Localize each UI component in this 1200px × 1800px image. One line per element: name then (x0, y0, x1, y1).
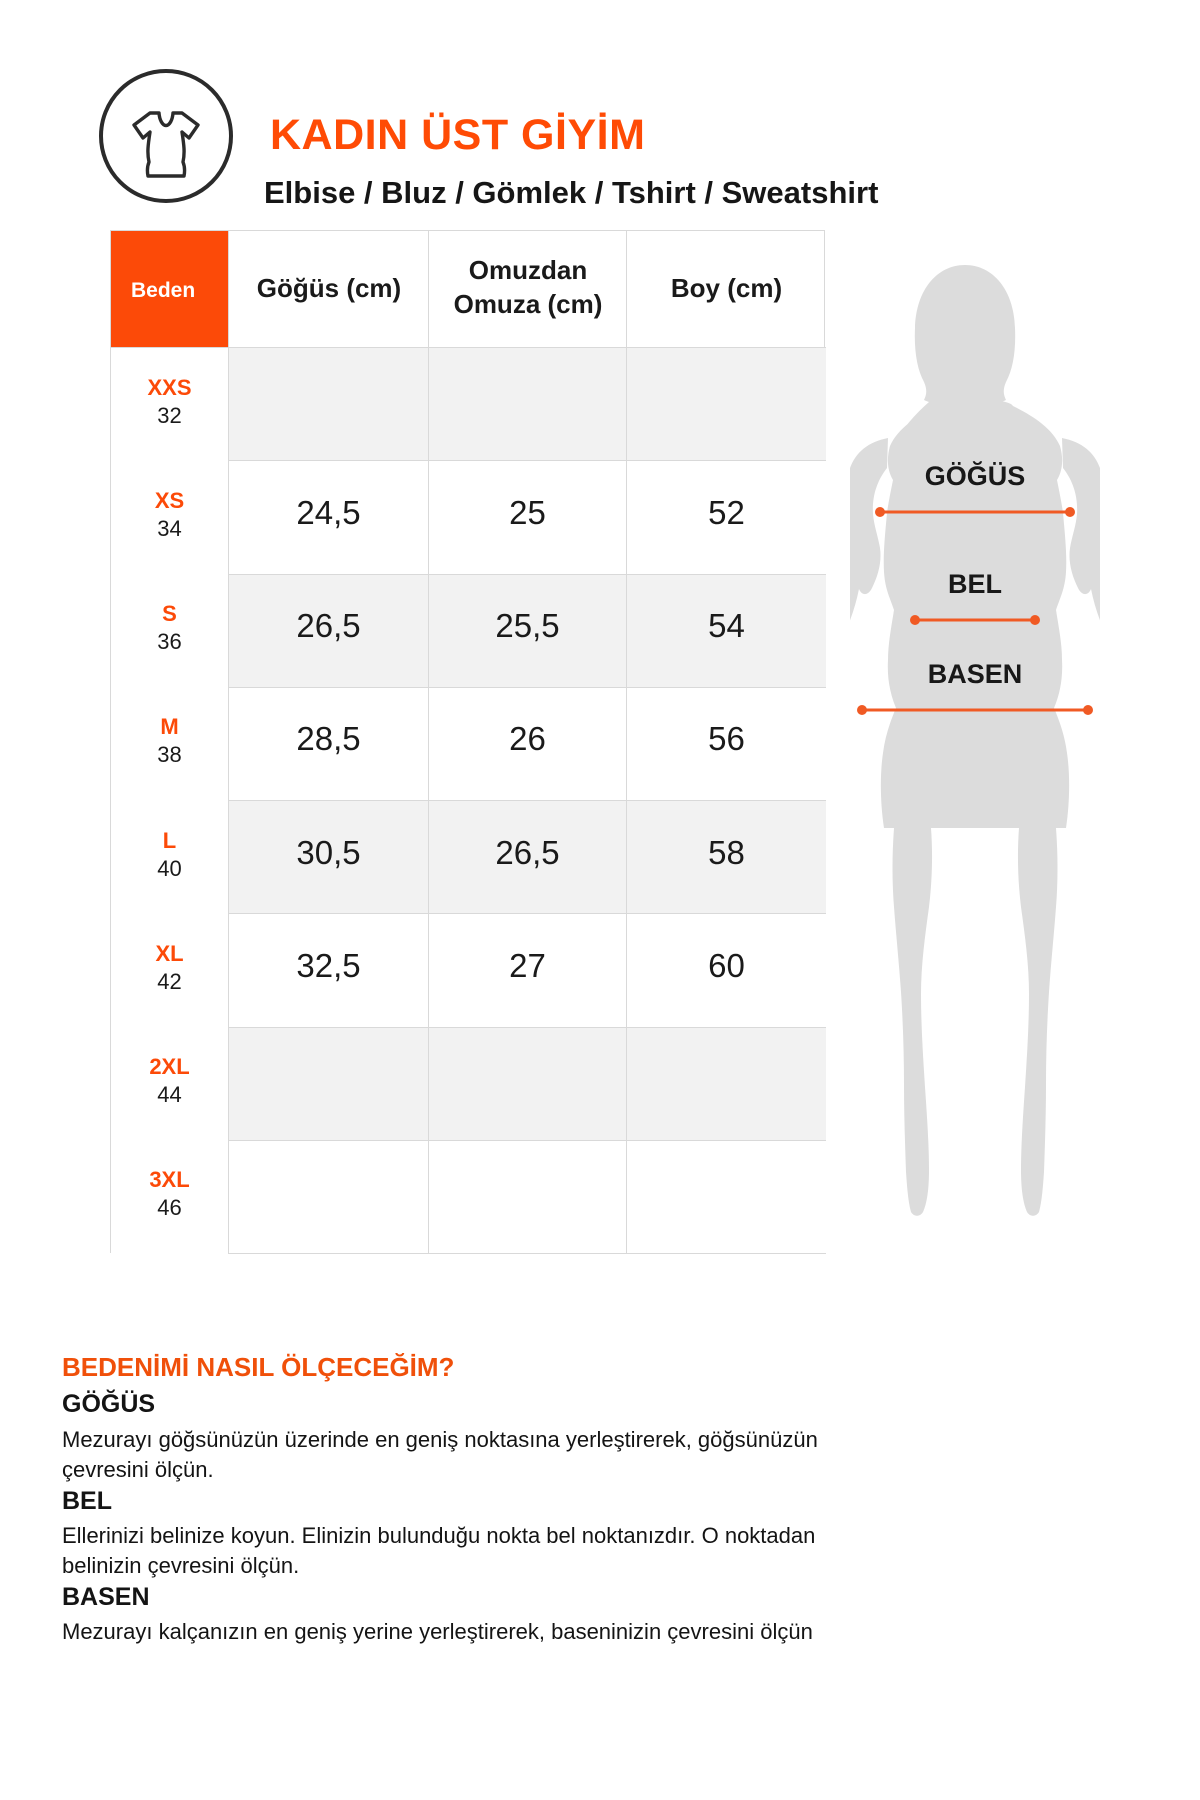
svg-text:GÖĞÜS: GÖĞÜS (925, 460, 1026, 491)
svg-text:BASEN: BASEN (928, 659, 1023, 689)
svg-text:BEL: BEL (948, 569, 1002, 599)
